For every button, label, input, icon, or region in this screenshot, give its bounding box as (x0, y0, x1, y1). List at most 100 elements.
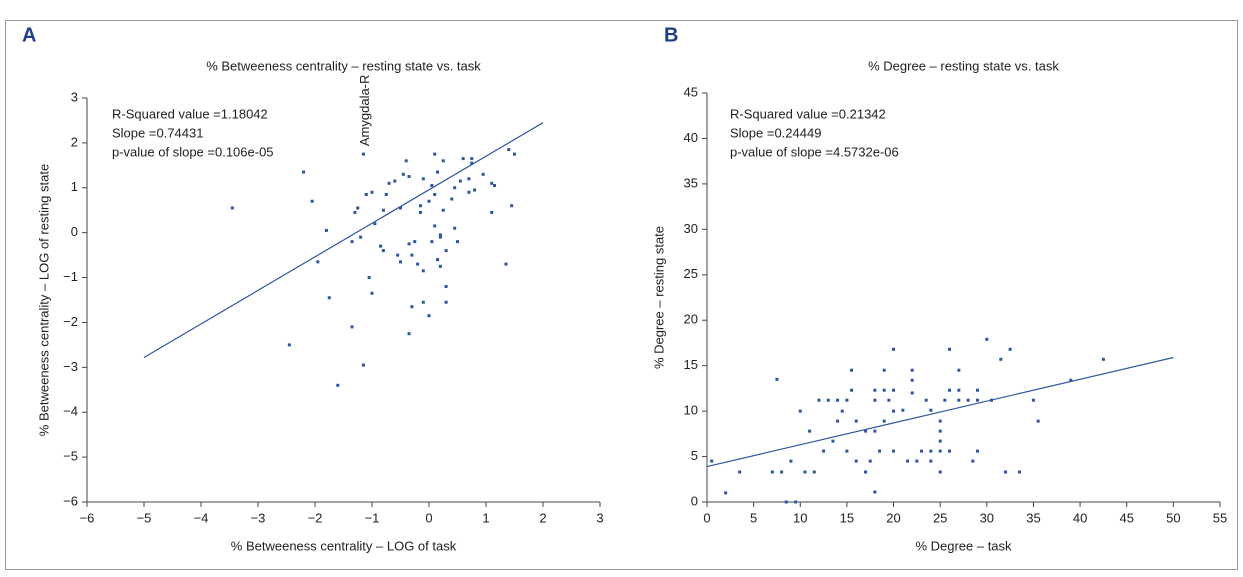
point (854, 419, 858, 423)
point (901, 408, 905, 412)
point (467, 177, 471, 181)
point (438, 264, 442, 268)
y-tick-label: 40 (684, 130, 698, 145)
x-tick-label: 10 (793, 510, 807, 525)
point (364, 193, 368, 197)
point (336, 383, 340, 387)
point (401, 172, 405, 176)
trendline (143, 122, 544, 358)
point (882, 388, 886, 392)
point (873, 490, 877, 494)
point (873, 398, 877, 402)
point (367, 276, 371, 280)
point (915, 459, 919, 463)
point (379, 244, 383, 248)
point (971, 459, 975, 463)
point (840, 409, 844, 413)
point (430, 184, 434, 188)
point (738, 470, 742, 474)
point (910, 378, 914, 382)
y-tick-label: 0 (71, 224, 78, 239)
point (892, 347, 896, 351)
point (481, 172, 485, 176)
point (404, 159, 408, 163)
point (441, 208, 445, 212)
point (920, 449, 924, 453)
point (892, 388, 896, 392)
point (822, 449, 826, 453)
x-tick-label: 30 (980, 510, 994, 525)
point (461, 157, 465, 161)
point (381, 208, 385, 212)
x-tick-label: 0 (703, 510, 710, 525)
x-tick-label: 3 (596, 510, 603, 525)
point (453, 186, 457, 190)
point (929, 459, 933, 463)
point (410, 253, 414, 257)
point (845, 398, 849, 402)
point (878, 449, 882, 453)
y-tick-label: 0 (691, 493, 698, 508)
point (396, 253, 400, 257)
annotation: R-Squared value =0.21342 (730, 106, 886, 121)
y-tick-label: 45 (684, 84, 698, 99)
point (1031, 398, 1035, 402)
y-tick-label: 30 (684, 221, 698, 236)
point (948, 388, 952, 392)
point (910, 391, 914, 395)
y-axis-label: % Betweeness centrality – LOG of resting… (36, 164, 51, 436)
x-tick-label: 25 (933, 510, 947, 525)
frame (5, 20, 1238, 570)
point (943, 398, 947, 402)
point (490, 181, 494, 185)
point (873, 388, 877, 392)
chart-title: % Betweeness centrality – resting state … (206, 58, 481, 73)
point (808, 429, 812, 433)
point (427, 314, 431, 318)
point (399, 206, 402, 210)
y-axis-label: % Degree – resting state (651, 226, 666, 369)
point (384, 193, 388, 197)
point (356, 206, 360, 210)
point (458, 179, 462, 183)
point (798, 409, 802, 413)
y-tick-label: 10 (684, 403, 698, 418)
point (826, 398, 830, 402)
point (407, 242, 411, 246)
x-axis-label: % Betweeness centrality – LOG of task (231, 538, 457, 553)
point (868, 459, 872, 463)
point (430, 240, 434, 244)
y-tick-label: −3 (63, 359, 78, 374)
point (854, 459, 858, 463)
point (836, 398, 840, 402)
point (850, 368, 854, 372)
point (845, 449, 849, 453)
annotation: p-value of slope =4.5732e-06 (730, 144, 899, 159)
point (710, 459, 714, 463)
y-tick-label: 25 (684, 266, 698, 281)
point (999, 357, 1003, 361)
x-tick-label: 50 (1166, 510, 1180, 525)
x-tick-label: −3 (251, 510, 266, 525)
point (892, 409, 896, 413)
point (441, 159, 445, 163)
point (864, 429, 868, 433)
point (353, 210, 357, 214)
point (316, 260, 320, 264)
point (490, 210, 494, 214)
y-tick-label: −6 (63, 493, 78, 508)
x-tick-label: 45 (1119, 510, 1133, 525)
point (1017, 470, 1021, 474)
point (966, 398, 970, 402)
y-tick-label: −5 (63, 449, 78, 464)
point (410, 305, 414, 309)
point (427, 199, 431, 203)
point (510, 204, 514, 208)
point (393, 179, 397, 183)
panel-label: B (664, 24, 678, 46)
point (784, 500, 788, 504)
point (421, 269, 425, 273)
point (413, 240, 417, 244)
point (957, 388, 961, 392)
point (1069, 378, 1073, 382)
